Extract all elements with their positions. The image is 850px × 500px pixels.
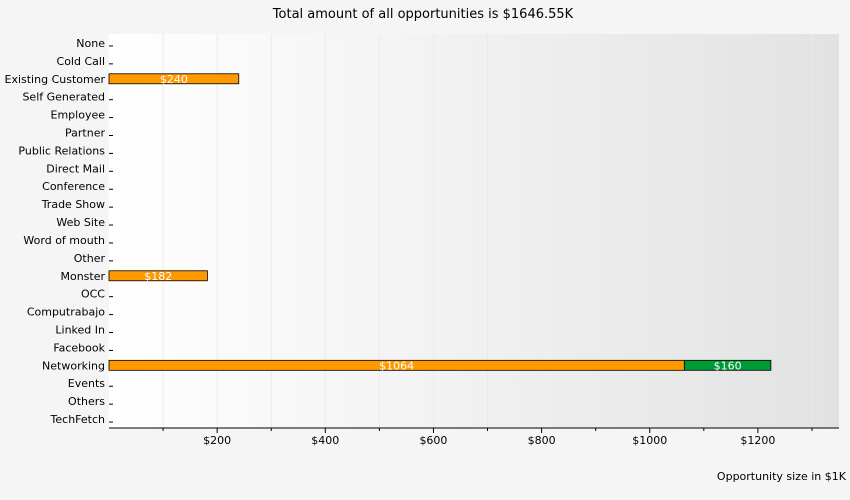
category-label: Employee (51, 109, 106, 122)
x-ticks: $200 $400 $600 $800 $1000 $1200 (162, 428, 813, 447)
x-tick-label: $400 (311, 434, 339, 447)
category-label: Facebook (53, 341, 105, 354)
category-label: Web Site (56, 216, 105, 229)
category-label: Others (68, 395, 105, 408)
x-tick-label: $600 (419, 434, 447, 447)
category-label: TechFetch (50, 413, 105, 426)
bar-value-label: $160 (714, 359, 742, 372)
x-tick-label: $200 (203, 434, 231, 447)
category-label: Cold Call (57, 55, 105, 68)
bar-value-label: $182 (144, 270, 172, 283)
bar-labels: $240 $182 $1064 $160 (144, 73, 741, 373)
category-label: Direct Mail (46, 162, 105, 175)
category-labels: None Cold Call Existing Customer Self Gener… (5, 37, 113, 426)
category-label: Conference (42, 180, 105, 193)
x-axis-label: Opportunity size in $1K (717, 470, 847, 483)
category-label: Partner (65, 127, 105, 140)
category-label: Monster (60, 270, 105, 283)
x-tick-label: $1000 (632, 434, 667, 447)
bars (108, 73, 772, 371)
category-label: OCC (81, 288, 105, 301)
bar-value-label: $240 (160, 73, 188, 86)
bar (108, 73, 240, 85)
bar (108, 270, 208, 282)
bar-value-label: $1064 (379, 359, 414, 372)
x-tick-label: $1200 (740, 434, 775, 447)
category-label: Other (74, 252, 106, 265)
category-label: Existing Customer (5, 73, 106, 86)
x-tick-label: $800 (528, 434, 556, 447)
category-label: Self Generated (22, 91, 105, 104)
bar (683, 359, 772, 371)
category-label: Trade Show (41, 198, 105, 211)
category-label: Events (68, 377, 106, 390)
category-label: Linked In (55, 324, 105, 337)
category-label: Computrabajo (27, 306, 105, 319)
category-label: None (76, 37, 105, 50)
category-label: Word of mouth (23, 234, 105, 247)
category-label: Networking (42, 359, 105, 372)
chart-title: Total amount of all opportunities is $16… (272, 7, 574, 22)
category-label: Public Relations (18, 144, 105, 157)
